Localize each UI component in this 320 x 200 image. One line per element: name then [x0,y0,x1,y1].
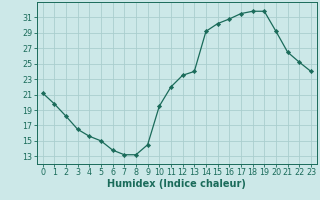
X-axis label: Humidex (Indice chaleur): Humidex (Indice chaleur) [108,179,246,189]
